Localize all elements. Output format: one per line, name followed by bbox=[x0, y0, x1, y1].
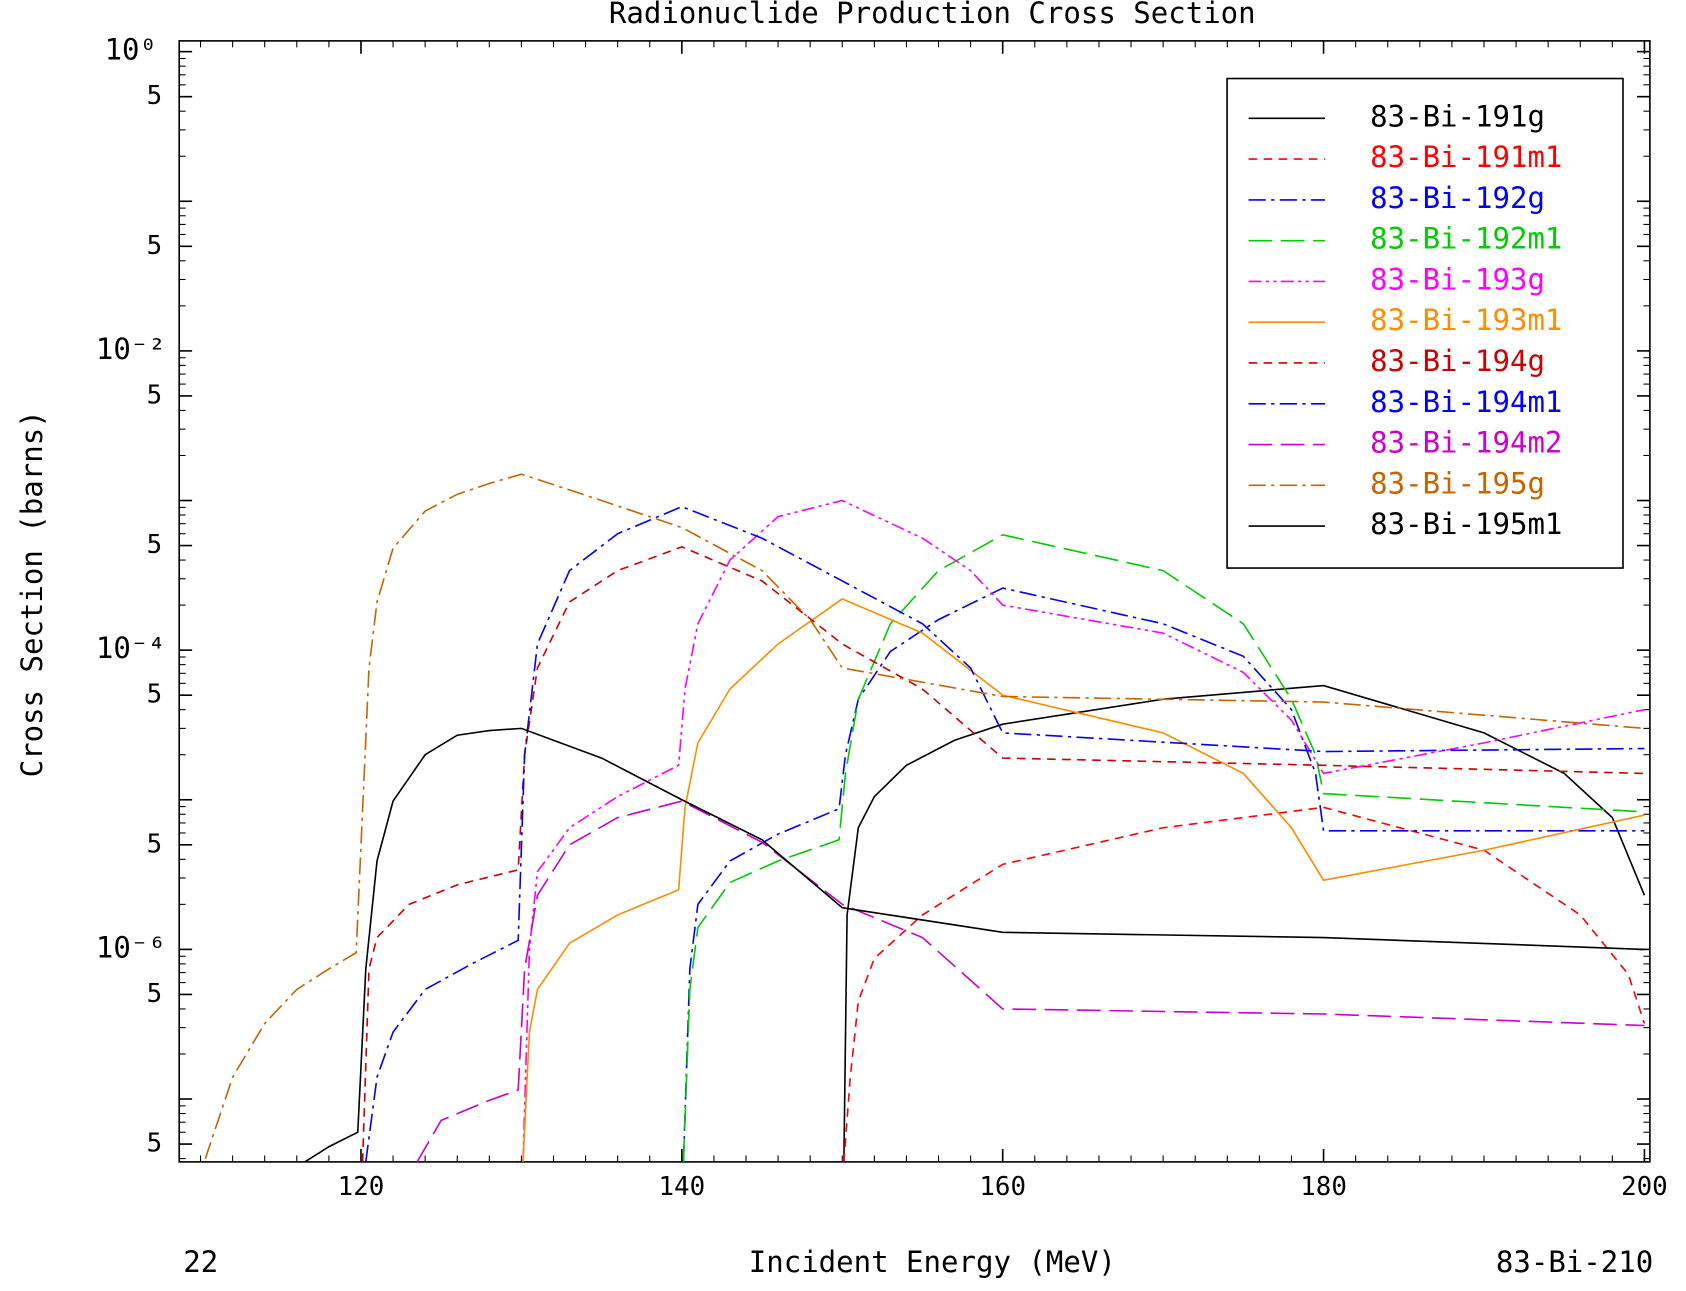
x-tick-label: 140 bbox=[659, 1172, 706, 1202]
series-line bbox=[682, 587, 1645, 1162]
legend-label: 83-Bi-193m1 bbox=[1370, 303, 1562, 337]
legend-label: 83-Bi-193g bbox=[1370, 262, 1545, 296]
x-tick-label: 120 bbox=[338, 1172, 385, 1202]
series-line bbox=[204, 473, 1645, 1159]
x-tick-label: 160 bbox=[979, 1172, 1026, 1202]
chart-title: Radionuclide Production Cross Section bbox=[609, 0, 1256, 30]
series-line bbox=[364, 505, 1645, 1162]
plot-frame bbox=[178, 40, 1651, 1163]
legend-label: 83-Bi-195m1 bbox=[1370, 507, 1562, 541]
y-tick-label: 5 bbox=[147, 829, 163, 859]
y-tick-label: 5 bbox=[147, 680, 163, 710]
y-tick-label: 5 bbox=[147, 1129, 163, 1159]
y-tick-label: 10⁻⁶ bbox=[96, 930, 166, 964]
series-line bbox=[522, 499, 1645, 1162]
legend-label: 83-Bi-192m1 bbox=[1370, 222, 1562, 256]
y-tick-label: 5 bbox=[147, 979, 163, 1009]
y-tick-label: 10⁻⁴ bbox=[96, 631, 166, 665]
series-line bbox=[843, 806, 1646, 1162]
plot-area bbox=[204, 473, 1646, 1162]
y-tick-label: 10⁻² bbox=[96, 332, 166, 366]
y-tick-label: 5 bbox=[147, 81, 163, 111]
series-line bbox=[843, 684, 1646, 1162]
y-tick-label: 10⁰ bbox=[105, 33, 157, 67]
series-line bbox=[682, 533, 1645, 1162]
y-tick-label: 5 bbox=[147, 231, 163, 261]
series-line bbox=[361, 545, 1645, 1162]
y-tick-label: 5 bbox=[147, 530, 163, 560]
x-axis-label: Incident Energy (MeV) bbox=[749, 1245, 1116, 1279]
x-tick-label: 180 bbox=[1300, 1172, 1347, 1202]
legend-label: 83-Bi-194m1 bbox=[1370, 385, 1562, 419]
legend-box bbox=[1226, 77, 1624, 569]
legend-label: 83-Bi-192g bbox=[1370, 181, 1545, 215]
series-line bbox=[304, 727, 1645, 1162]
x-tick-label: 200 bbox=[1621, 1172, 1668, 1202]
legend-label: 83-Bi-191g bbox=[1370, 99, 1545, 133]
legend-label: 83-Bi-191m1 bbox=[1370, 140, 1562, 174]
legend-label: 83-Bi-194m2 bbox=[1370, 426, 1562, 460]
series-line bbox=[522, 597, 1645, 1162]
footer-left: 22 bbox=[183, 1245, 218, 1279]
footer-right: 83-Bi-210 bbox=[1496, 1245, 1653, 1279]
y-tick-label: 5 bbox=[147, 380, 163, 410]
legend-label: 83-Bi-195g bbox=[1370, 466, 1545, 500]
series-line bbox=[416, 800, 1645, 1162]
legend-label: 83-Bi-194g bbox=[1370, 344, 1545, 378]
y-axis-label: Cross Section (barns) bbox=[15, 410, 49, 777]
